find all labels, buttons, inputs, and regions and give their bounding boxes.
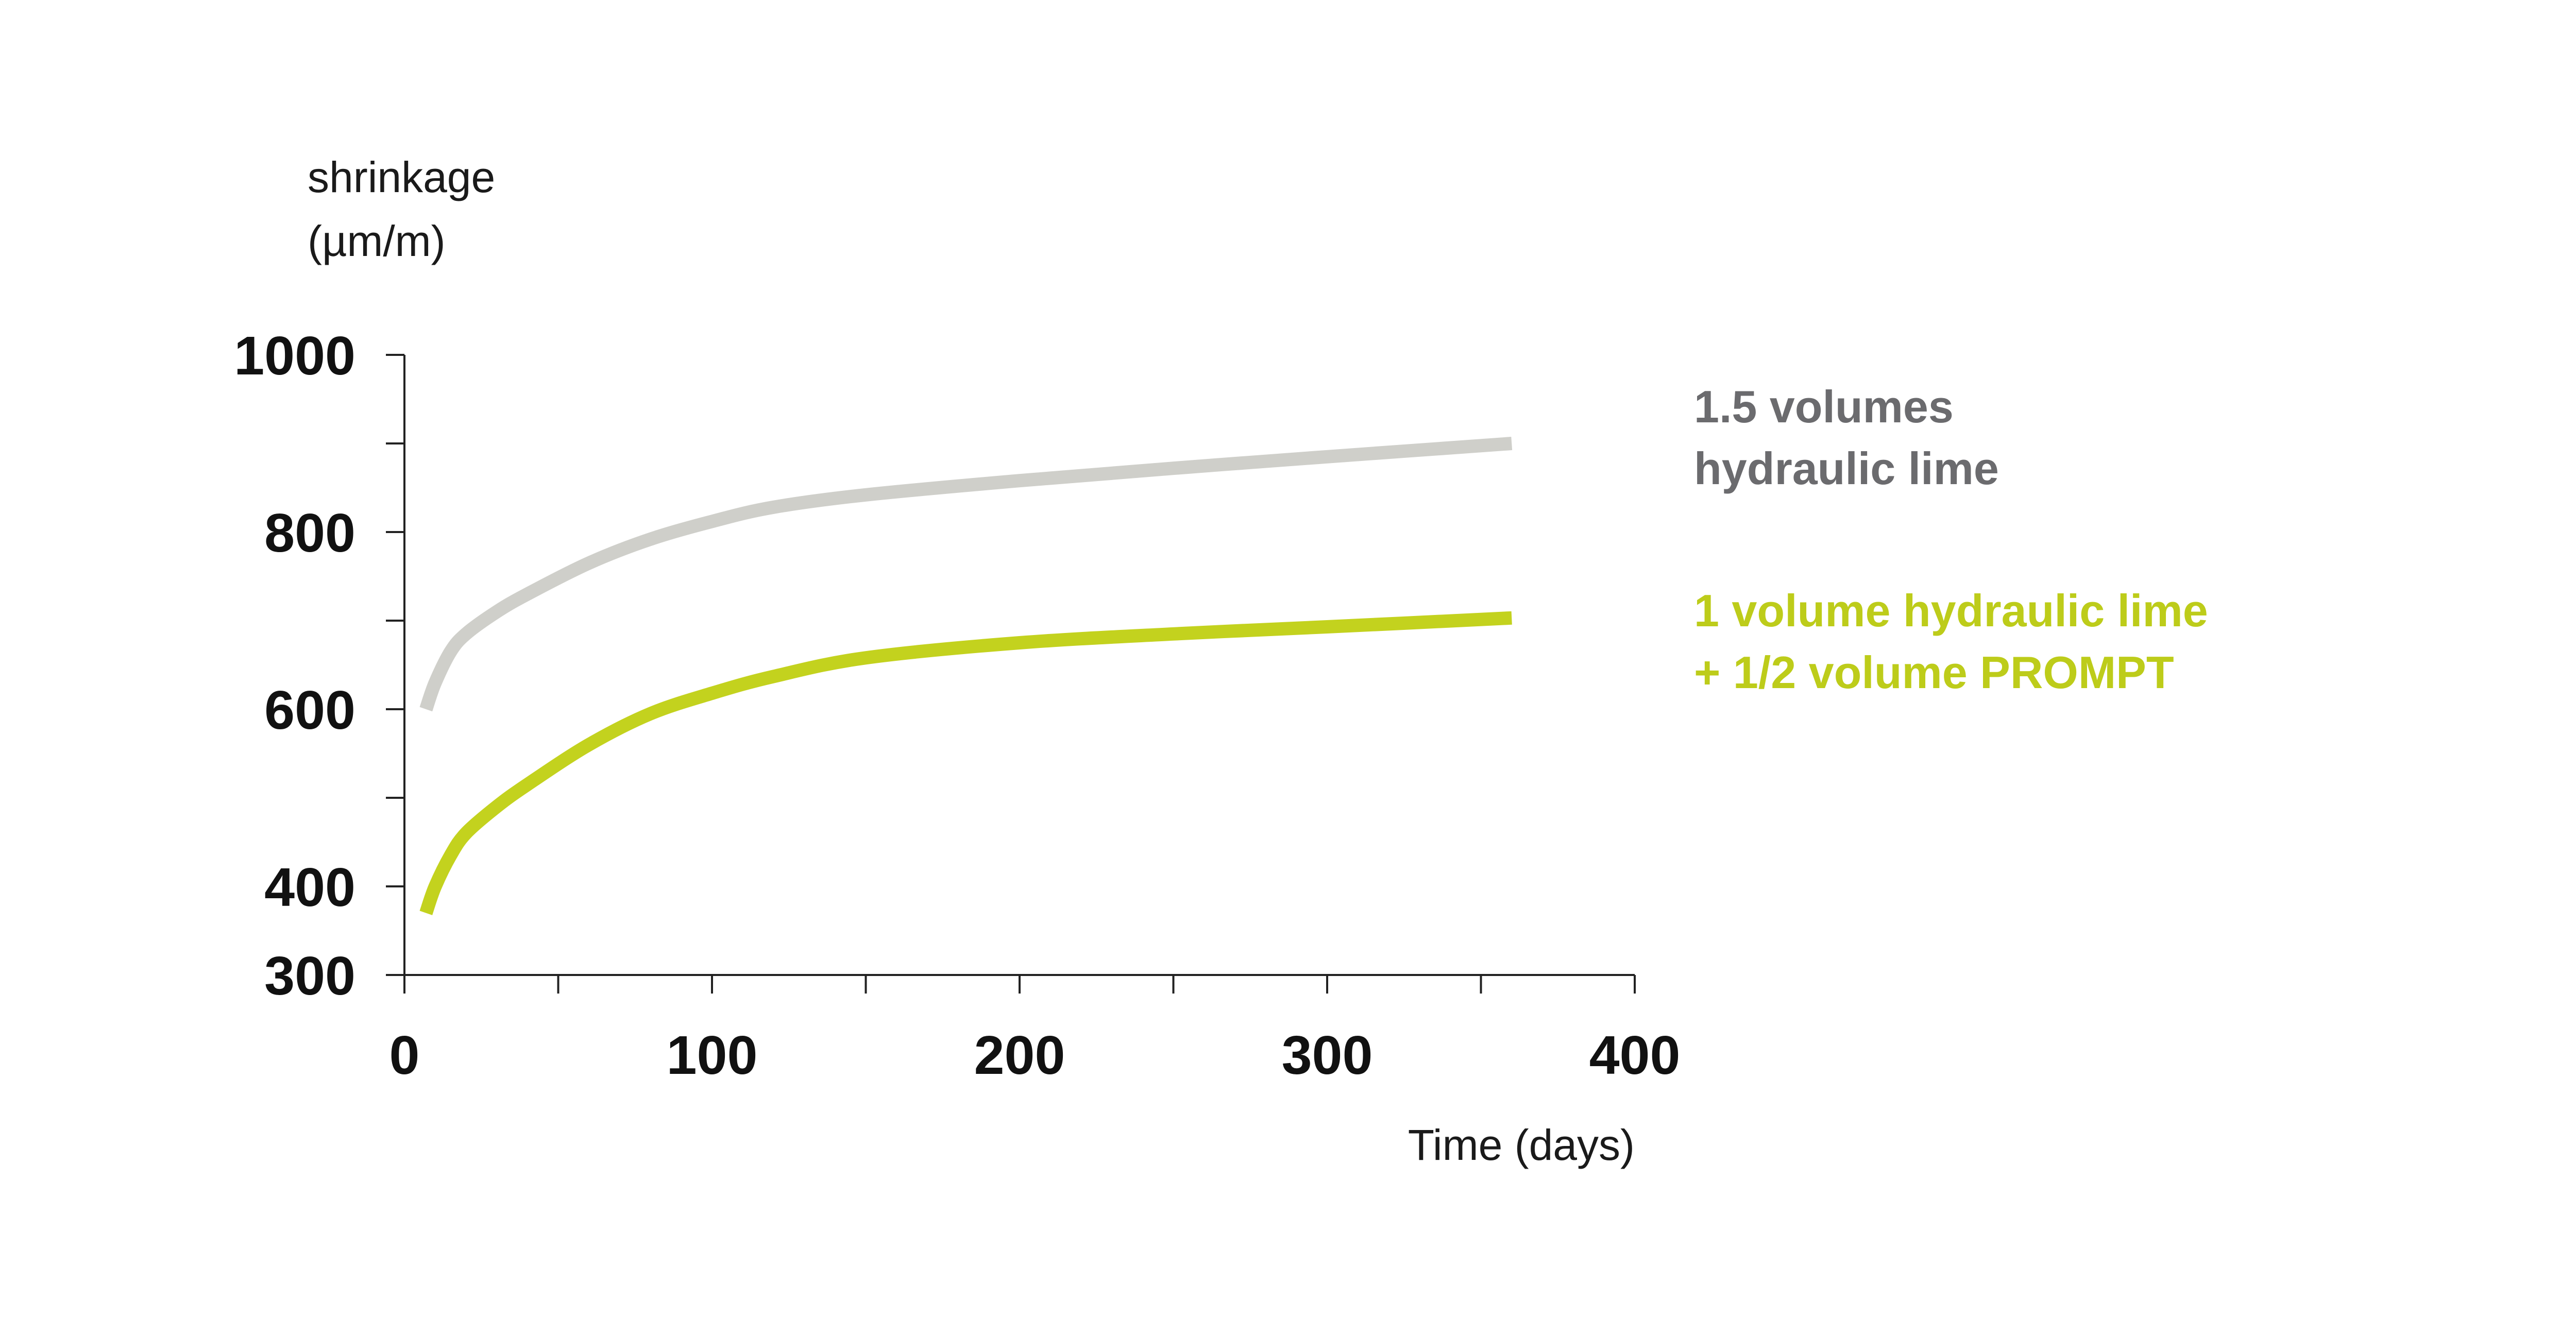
tick-labels: 300 400 600 800 1000 0 100 200 300 400 — [234, 326, 1680, 1086]
y-axis-label-line2: (µm/m) — [308, 217, 446, 265]
x-tick-label: 100 — [667, 1025, 758, 1086]
y-tick-label: 800 — [264, 503, 355, 563]
y-tick-label: 1000 — [234, 326, 355, 386]
legend-series-2-line1: 1 volume hydraulic lime — [1694, 585, 2208, 636]
y-axis-label-line1: shrinkage — [308, 153, 495, 201]
x-tick-label: 400 — [1589, 1025, 1681, 1086]
y-tick-label: 600 — [264, 680, 355, 741]
legend-series-2-line2: + 1/2 volume PROMPT — [1694, 647, 2174, 698]
series-layer — [419, 437, 1513, 915]
y-tick-label: 400 — [264, 857, 355, 918]
x-tick-label: 300 — [1282, 1025, 1373, 1086]
x-axis-label: Time (days) — [1408, 1121, 1635, 1169]
legend-series-1-line2: hydraulic lime — [1694, 443, 1999, 494]
legend-series-1-line1: 1.5 volumes — [1694, 381, 1954, 432]
x-tick-label: 0 — [389, 1025, 420, 1086]
y-tick-label: 300 — [264, 946, 355, 1006]
x-tick-label: 200 — [974, 1025, 1065, 1086]
series-line-2 — [419, 611, 1512, 915]
series-line-1 — [419, 437, 1513, 712]
axes — [386, 354, 1636, 994]
